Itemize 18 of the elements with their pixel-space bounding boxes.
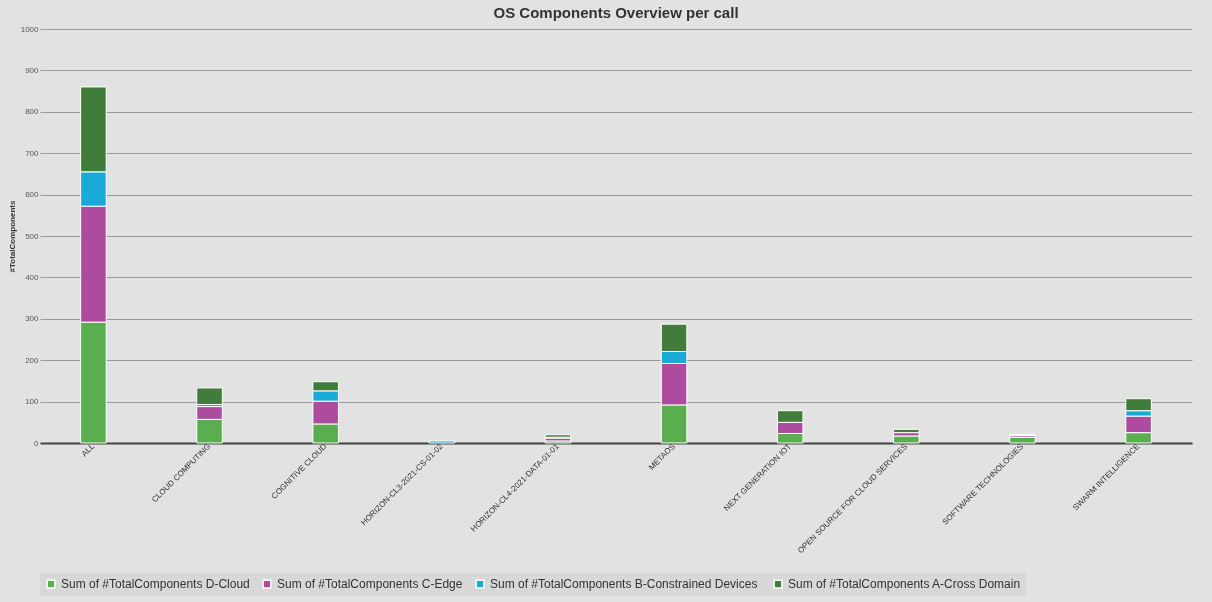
legend-label: Sum of #TotalComponents C-Edge	[277, 577, 463, 592]
y-tick-label: 400	[25, 272, 40, 282]
y-tick-label: 800	[25, 107, 40, 117]
legend-label: Sum of #TotalComponents B-Constrained Devices	[490, 577, 758, 592]
y-tick-label: 700	[25, 148, 40, 158]
y-tick-label: 300	[25, 314, 40, 324]
y-tick-label: 1000	[20, 24, 40, 34]
x-tick-label: ALL	[79, 441, 97, 459]
legend-label: Sum of #TotalComponents D-Cloud	[61, 577, 250, 592]
y-tick-label: 500	[25, 231, 40, 241]
y-axis-title: #TotalComponents	[7, 200, 17, 273]
legend-label: Sum of #TotalComponents A-Cross Domain	[788, 577, 1021, 592]
chart-title: OS Components Overview per call	[493, 4, 739, 21]
y-tick-label: 0	[34, 438, 40, 448]
y-tick-label: 900	[25, 65, 40, 75]
y-tick-label: 100	[25, 397, 40, 407]
y-tick-label: 600	[25, 190, 40, 200]
y-tick-label: 200	[25, 355, 40, 365]
